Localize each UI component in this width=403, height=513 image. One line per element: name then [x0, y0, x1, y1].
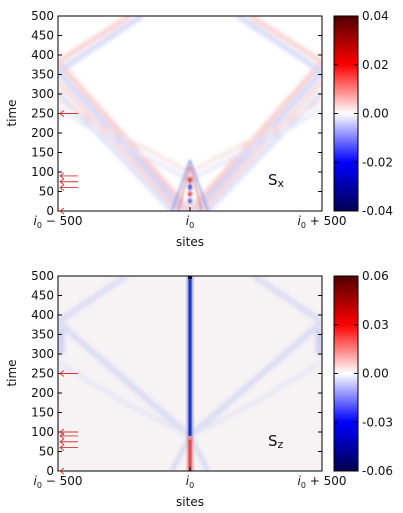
sz-arrow-head-origin [59, 467, 65, 475]
sz-ytick-label: 450 [31, 289, 54, 303]
sz-ytick-label: 350 [31, 328, 54, 342]
sx-arrow-head-origin [59, 207, 65, 215]
sz-cbtick-label: 0.06 [362, 269, 389, 283]
sx-ytick-label: 400 [31, 48, 54, 62]
sz-cbtick-label: 0.03 [362, 318, 389, 332]
sx-ytick-label: 500 [31, 9, 54, 23]
sx-ytick-label: 200 [31, 126, 54, 140]
sx-ytick-label: 350 [31, 68, 54, 82]
heatmap-sz-x-ticks: i0 − 500 i0 i0 + 500 [33, 467, 347, 490]
sz-ytick-label: 150 [31, 406, 54, 420]
sz-ytick-label: 300 [31, 347, 54, 361]
heatmap-sz-panel-label: Sz [268, 432, 284, 451]
sx-cbtick-label: 0.04 [362, 9, 389, 23]
sz-ytick-label: 50 [39, 445, 54, 459]
sz-arrow-head [59, 432, 65, 440]
sx-ytick-label: 250 [31, 107, 54, 121]
sz-arrow-head [59, 370, 65, 377]
sz-ytick-label: 0 [46, 464, 54, 478]
heatmap-sx-x-ticks: i0 − 500 i0 i0 + 500 [33, 207, 347, 230]
sz-xtick-label: i0 − 500 [33, 474, 82, 490]
heatmap-sx-arrows [59, 110, 78, 215]
sz-ytick-label: 200 [31, 386, 54, 400]
sx-ytick-label: 0 [46, 204, 54, 218]
sx-cbtick-label: 0.02 [362, 58, 389, 72]
heatmap-sx-colorbar-ticks: 0.04 0.02 0.00 -0.02 -0.04 [334, 9, 393, 218]
sx-ytick-label: 300 [31, 87, 54, 101]
sx-arrow-head [59, 178, 65, 186]
sx-xtick-label: i0 [186, 214, 194, 230]
sz-arrow-head [59, 444, 65, 451]
sx-xtick-label: i0 + 500 [297, 214, 346, 230]
sz-arrow-head [59, 438, 65, 446]
sz-xtick-label: i0 [186, 474, 194, 490]
sz-xtick-label: i0 + 500 [297, 474, 346, 490]
sz-ytick-label: 500 [31, 269, 54, 283]
heatmap-sz-y-ticks: 0 50 100 150 200 250 300 350 400 450 500 [31, 269, 322, 478]
sz-cbtick-label: -0.03 [362, 415, 393, 429]
sx-xtick-label: i0 − 500 [33, 214, 82, 230]
sz-cbtick-label: -0.06 [362, 464, 393, 478]
heatmap-sz-arrows [59, 370, 78, 475]
sx-ytick-label: 150 [31, 146, 54, 160]
heatmap-sx-panel-label: Sx [268, 171, 285, 190]
heatmap-sx-ylabel: time [5, 99, 19, 126]
sz-ytick-label: 250 [31, 367, 54, 381]
heatmap-sx-y-ticks: 0 50 100 150 200 250 300 350 400 450 500 [31, 9, 322, 218]
sz-ytick-label: 400 [31, 308, 54, 322]
heatmap-sz-xlabel: sites [176, 495, 204, 509]
heatmap-sz-colorbar-ticks: 0.06 0.03 0.00 -0.03 -0.06 [334, 269, 393, 478]
sx-ytick-label: 50 [39, 185, 54, 199]
sx-arrow-head [59, 172, 65, 180]
sx-arrow-head [59, 110, 65, 117]
heatmap-sx-xlabel: sites [176, 235, 204, 249]
sx-cbtick-label: 0.00 [362, 107, 389, 121]
heatmap-sx-field [58, 16, 322, 211]
sx-arrow-head [59, 184, 65, 191]
sx-ytick-label: 100 [31, 165, 54, 179]
sx-ytick-label: 450 [31, 29, 54, 43]
sz-cbtick-label: 0.00 [362, 367, 389, 381]
sx-cbtick-label: -0.02 [362, 155, 393, 169]
heatmap-sz-ylabel: time [5, 359, 19, 386]
heatmap-sz-field [58, 276, 322, 471]
sx-cbtick-label: -0.04 [362, 204, 393, 218]
sz-ytick-label: 100 [31, 425, 54, 439]
